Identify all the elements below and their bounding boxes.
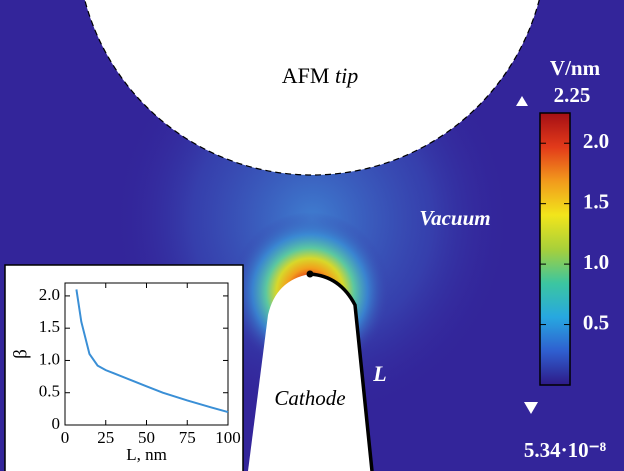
colorbar-tick-label: 1.0 bbox=[583, 250, 609, 274]
colorbar-tick-label: 0.5 bbox=[583, 310, 609, 334]
inset bbox=[4, 264, 244, 471]
y-tick-label: 2.0 bbox=[39, 285, 60, 304]
tip-label: AFM tip bbox=[282, 63, 358, 88]
min-arrow bbox=[524, 402, 538, 414]
colorbar bbox=[539, 112, 571, 386]
y-tick-label: 0 bbox=[52, 414, 61, 433]
vacuum-label: Vacuum bbox=[419, 206, 490, 230]
line bbox=[75, 289, 229, 414]
colorbar-max-label: 2.25 bbox=[554, 83, 591, 107]
colorbar-unit: V/nm bbox=[550, 56, 601, 80]
colorbar-min-label: 5.34·10⁻⁸ bbox=[524, 438, 606, 462]
tip-label-italic: tip bbox=[335, 63, 358, 88]
cathode bbox=[248, 274, 372, 471]
colorbar-tick-label: 2.0 bbox=[583, 129, 609, 153]
x-tick-label: 25 bbox=[97, 428, 114, 447]
length-label: L bbox=[372, 361, 386, 386]
cathode-label: Cathode bbox=[274, 386, 345, 410]
y-tick-label: 1.5 bbox=[39, 317, 60, 336]
y-tick-label: 0.5 bbox=[39, 382, 60, 401]
x-tick-label: 75 bbox=[179, 428, 196, 447]
x-tick-label: 100 bbox=[215, 428, 241, 447]
colorbar-tick-label: 1.5 bbox=[583, 189, 609, 213]
x-axis-label: L, nm bbox=[126, 445, 167, 464]
y-axis-label: β bbox=[10, 349, 31, 359]
tip-label-main: AFM bbox=[282, 63, 330, 88]
max-arrow bbox=[516, 96, 528, 106]
y-tick-label: 1.0 bbox=[39, 349, 60, 368]
apex bbox=[306, 270, 314, 278]
x-tick-label: 50 bbox=[138, 428, 155, 447]
cathode-edge bbox=[309, 272, 374, 471]
x-tick-label: 0 bbox=[61, 428, 70, 447]
afm-tip bbox=[84, 0, 540, 176]
